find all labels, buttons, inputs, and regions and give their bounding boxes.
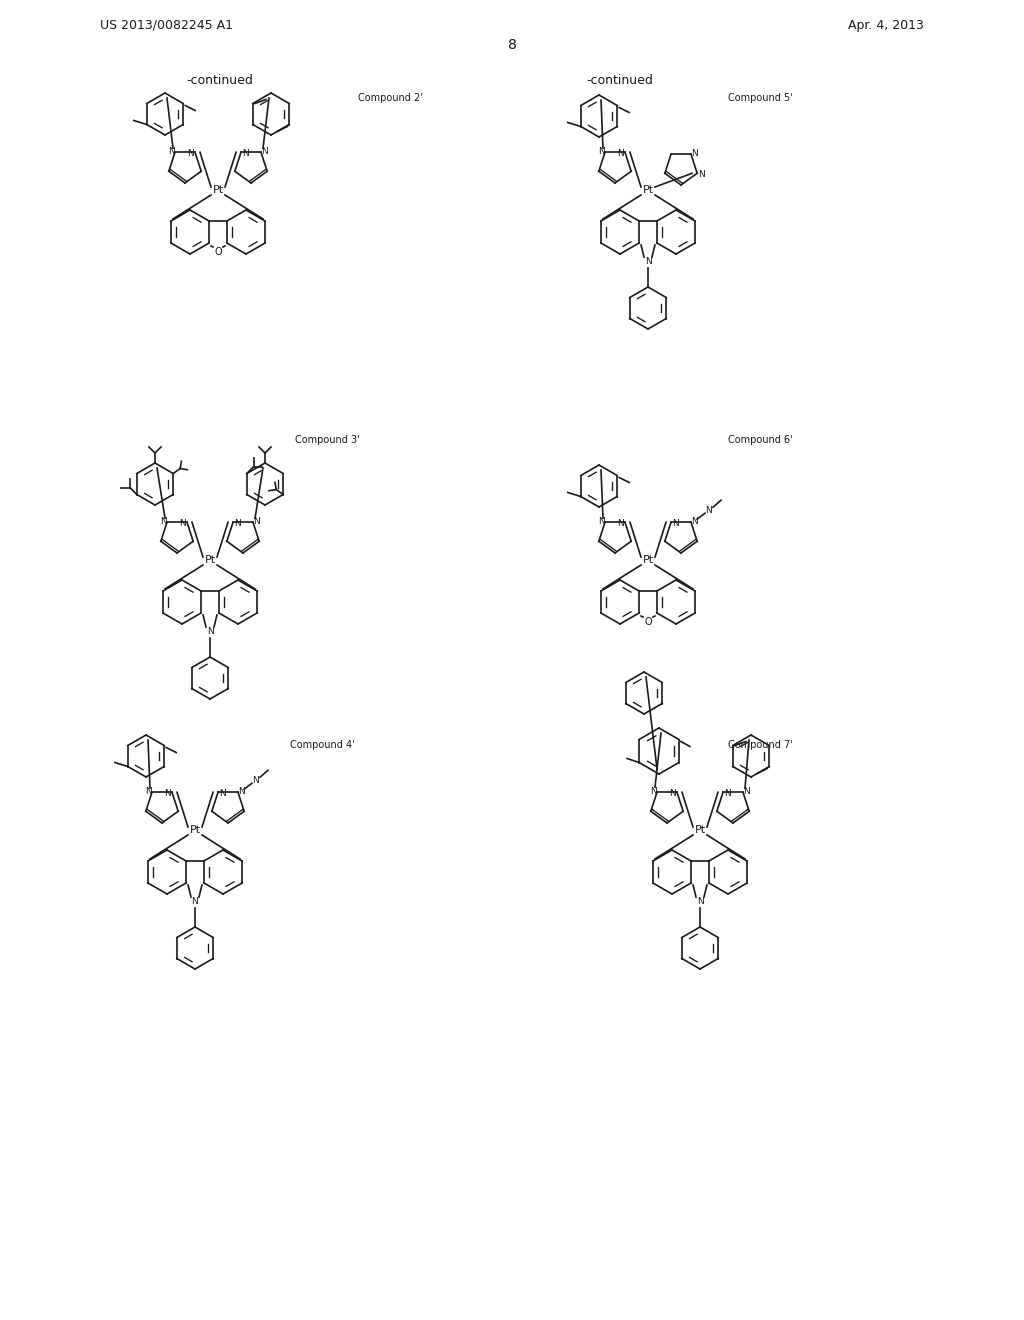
- Text: N: N: [191, 898, 199, 907]
- Text: N: N: [160, 516, 166, 525]
- Text: Pt: Pt: [205, 554, 216, 565]
- Text: Compound 7': Compound 7': [728, 741, 793, 750]
- Text: N: N: [691, 516, 698, 525]
- Text: N: N: [179, 519, 186, 528]
- Text: Pt: Pt: [212, 185, 223, 195]
- Text: N: N: [168, 147, 174, 156]
- Text: N: N: [697, 170, 705, 178]
- Text: Pt: Pt: [694, 825, 706, 836]
- Text: N: N: [598, 516, 604, 525]
- Text: N: N: [649, 787, 656, 796]
- Text: N: N: [165, 789, 171, 797]
- Text: N: N: [239, 787, 246, 796]
- Text: O: O: [644, 616, 652, 627]
- Text: Compound 5': Compound 5': [728, 92, 793, 103]
- Text: Compound 6': Compound 6': [728, 436, 793, 445]
- Text: 8: 8: [508, 38, 516, 51]
- Text: N: N: [696, 898, 703, 907]
- Text: N: N: [261, 147, 268, 156]
- Text: Compound 4': Compound 4': [290, 741, 354, 750]
- Text: N: N: [691, 149, 698, 158]
- Text: N: N: [645, 257, 651, 267]
- Text: US 2013/0082245 A1: US 2013/0082245 A1: [100, 18, 233, 32]
- Text: Pt: Pt: [189, 825, 201, 836]
- Text: Compound 2': Compound 2': [358, 92, 423, 103]
- Text: N: N: [242, 149, 249, 158]
- Text: Compound 3': Compound 3': [295, 436, 359, 445]
- Text: -continued: -continued: [587, 74, 653, 87]
- Text: N: N: [743, 787, 751, 796]
- Text: N: N: [187, 149, 195, 158]
- Text: N: N: [706, 506, 713, 515]
- Text: O: O: [214, 247, 222, 257]
- Text: N: N: [617, 519, 625, 528]
- Text: Pt: Pt: [642, 185, 653, 195]
- Text: N: N: [672, 519, 678, 528]
- Text: N: N: [254, 516, 260, 525]
- Text: N: N: [617, 149, 625, 158]
- Text: -continued: -continued: [186, 74, 253, 87]
- Text: N: N: [144, 787, 152, 796]
- Text: Apr. 4, 2013: Apr. 4, 2013: [848, 18, 924, 32]
- Text: N: N: [233, 519, 241, 528]
- Text: Pt: Pt: [642, 554, 653, 565]
- Text: N: N: [670, 789, 677, 797]
- Text: N: N: [219, 789, 225, 797]
- Text: N: N: [253, 776, 259, 785]
- Text: N: N: [724, 789, 730, 797]
- Text: N: N: [598, 147, 604, 156]
- Text: N: N: [207, 627, 213, 636]
